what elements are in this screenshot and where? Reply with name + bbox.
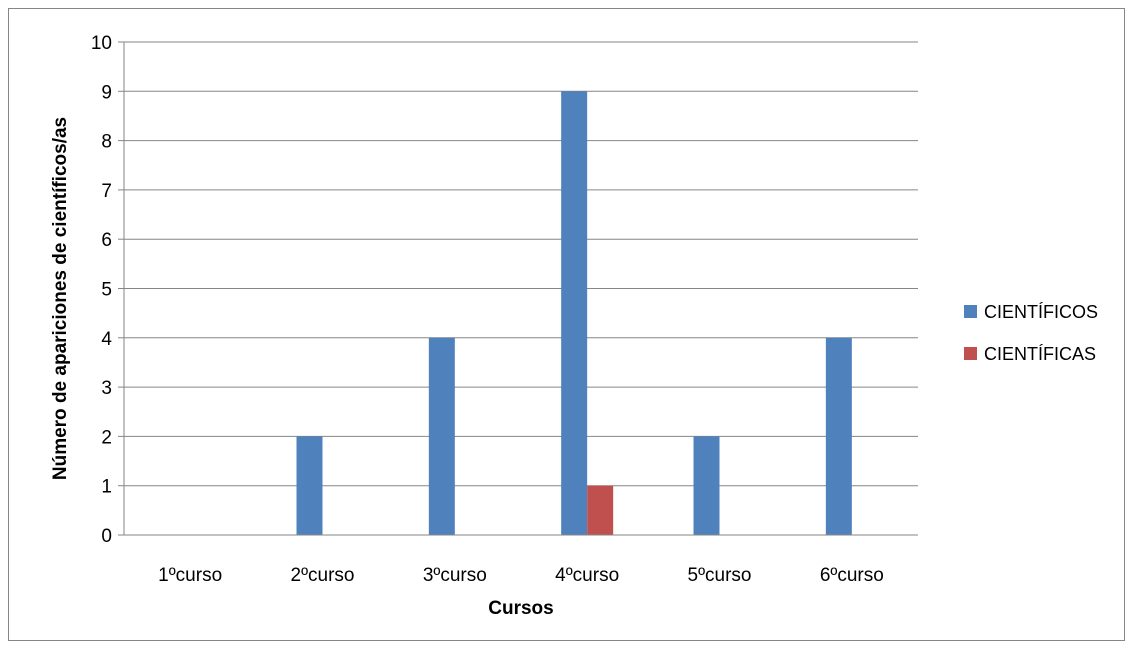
gridlines (118, 41, 918, 536)
y-axis-title: Número de apariciones de científicos/as (50, 117, 71, 480)
bar-cientificas-4 (587, 485, 614, 535)
bar-cientificos-4 (561, 91, 588, 536)
x-tick-label: 4ºcurso (555, 565, 619, 586)
y-tick-label: 1 (101, 477, 112, 498)
legend-swatch-cientificos (964, 305, 977, 318)
x-axis-title: Cursos (488, 598, 553, 619)
y-tick-label: 5 (101, 280, 112, 301)
y-tick-label: 6 (101, 230, 112, 251)
bar-cientificos-5 (693, 436, 720, 535)
y-tick-label: 7 (101, 181, 112, 202)
x-tick-label: 3ºcurso (423, 565, 487, 586)
legend-label-cientificos: CIENTÍFICOS (984, 302, 1098, 322)
legend-label-cientificas: CIENTÍFICAS (984, 344, 1096, 364)
y-tick-label: 9 (101, 82, 112, 103)
y-tick-label: 2 (101, 427, 112, 448)
axes (123, 42, 918, 536)
x-tick-label: 5ºcurso (688, 565, 752, 586)
y-tick-label: 4 (101, 329, 112, 350)
bars (296, 91, 852, 536)
x-tick-label: 6ºcurso (820, 565, 884, 586)
bar-cientificos-6 (825, 337, 852, 535)
bar-cientificos-2 (296, 436, 323, 535)
y-tick-label: 10 (91, 33, 112, 54)
y-tick-labels: 0 1 2 3 4 5 6 7 8 9 10 (91, 33, 113, 547)
legend-swatch-cientificas (964, 347, 977, 360)
legend: CIENTÍFICOS CIENTÍFICAS (964, 302, 1098, 364)
x-tick-label: 2ºcurso (291, 565, 355, 586)
x-tick-label: 1ºcurso (158, 565, 222, 586)
x-tick-labels: 1ºcurso 2ºcurso 3ºcurso 4ºcurso 5ºcurso 6ºcur… (158, 565, 884, 586)
y-tick-label: 0 (101, 526, 112, 547)
y-tick-label: 3 (101, 378, 112, 399)
bar-cientificos-3 (428, 337, 455, 535)
y-tick-label: 8 (101, 132, 112, 153)
